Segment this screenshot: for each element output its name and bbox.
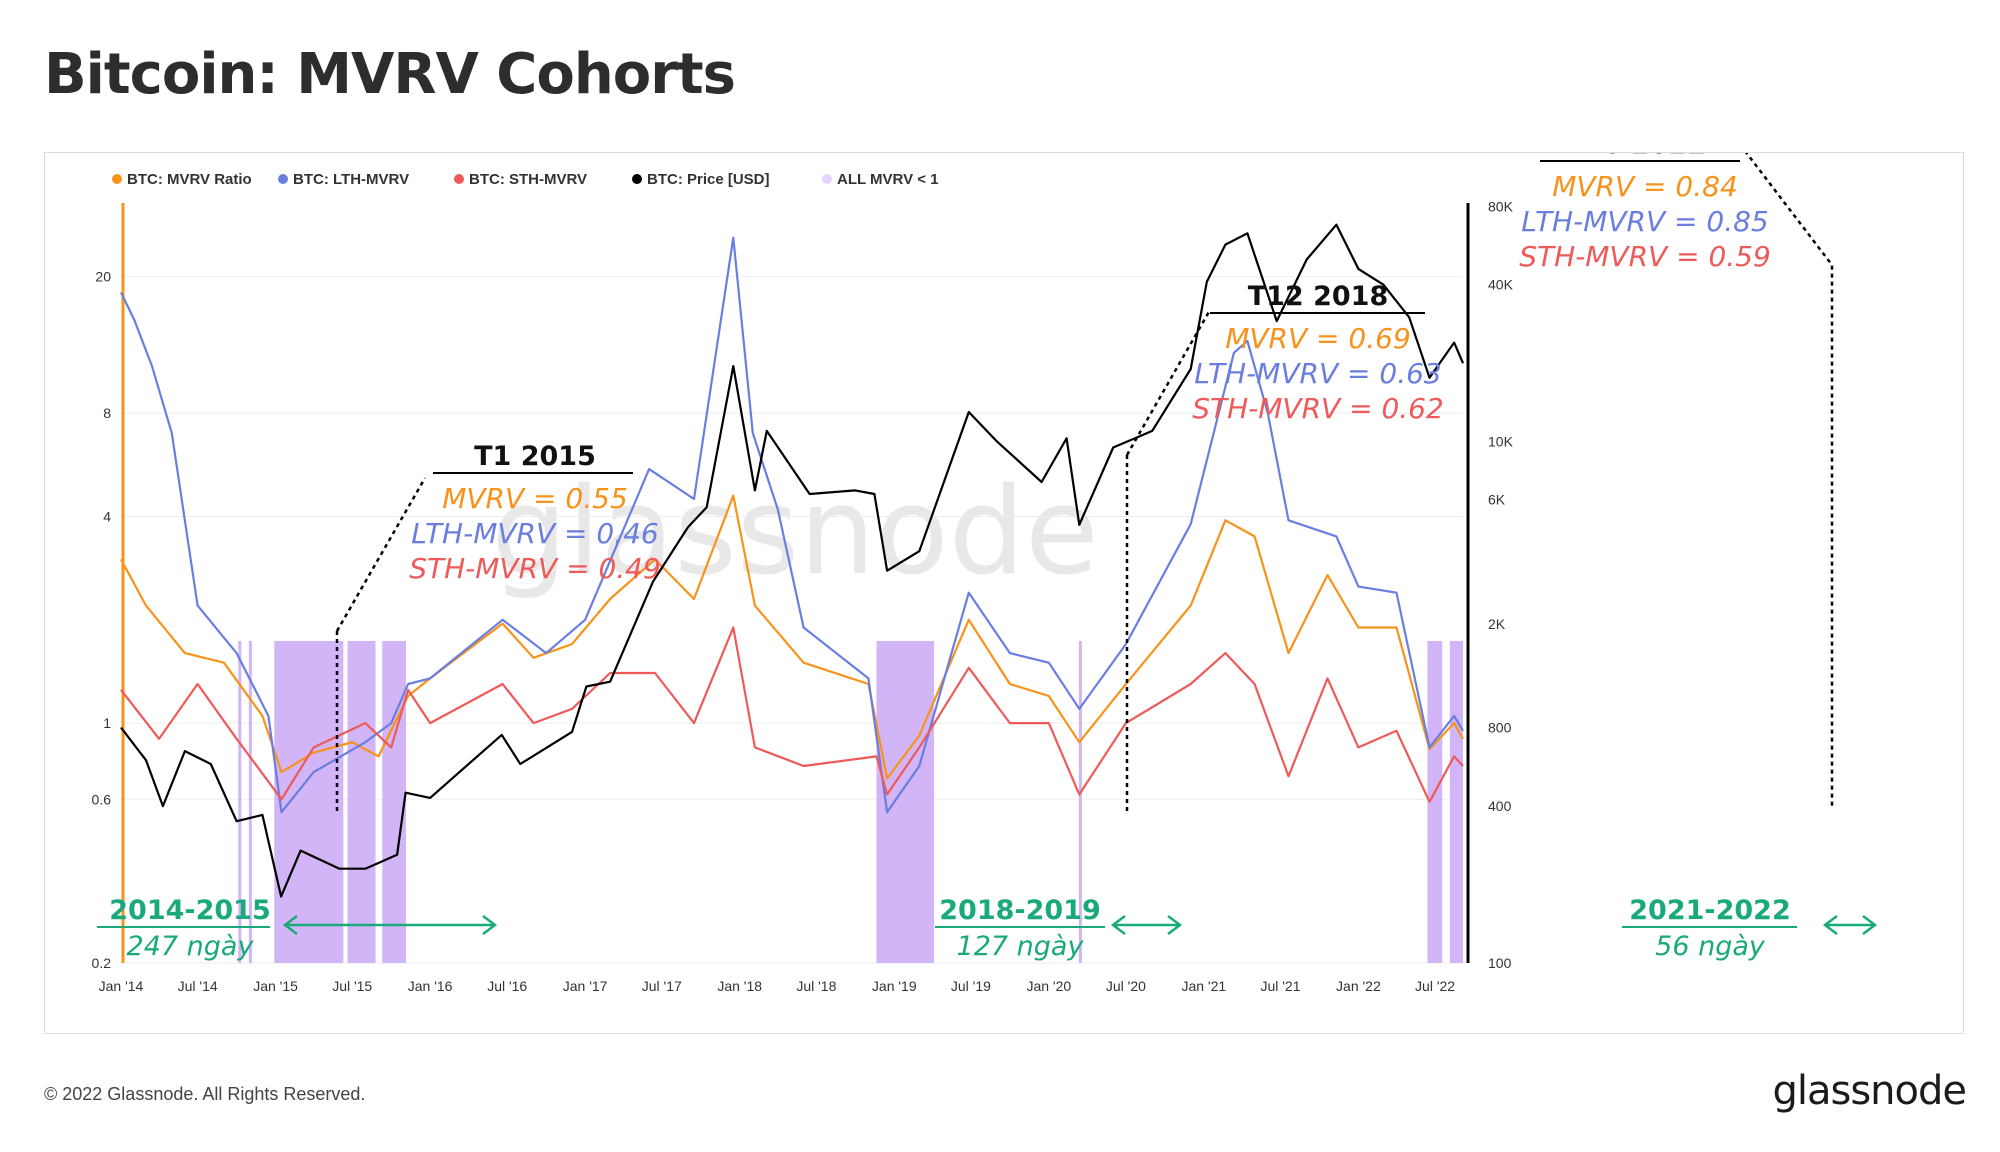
annotation-lth-mvrv: LTH-MVRV = 0.85: [1521, 205, 1769, 238]
x-tick-label: Jul '19: [951, 978, 991, 994]
x-tick-label: Jan '16: [408, 978, 453, 994]
x-tick-label: Jul '21: [1260, 978, 1300, 994]
period-label: 2018-2019: [939, 895, 1101, 926]
annotation-sth-mvrv: STH-MVRV = 0.62: [1192, 392, 1444, 425]
legend-marker: [454, 174, 464, 184]
x-tick-label: Jul '15: [332, 978, 372, 994]
glassnode-logo: glassnode: [1772, 1068, 1967, 1114]
period-days: 56 ngày: [1655, 931, 1766, 962]
period-label: 2014-2015: [109, 895, 271, 926]
annotation-sth-mvrv: STH-MVRV = 0.49: [409, 552, 661, 585]
page-title: Bitcoin: MVRV Cohorts: [44, 42, 736, 107]
x-tick-label: Jan '14: [99, 978, 144, 994]
sth-mvrv-line: [120, 626, 1464, 803]
period-label: 2021-2022: [1629, 895, 1791, 926]
price-line: [120, 223, 1465, 898]
y-left-tick-label: 20: [95, 269, 111, 285]
annotation-lth-mvrv: LTH-MVRV = 0.63: [1194, 357, 1442, 390]
x-tick-label: Jul '22: [1415, 978, 1455, 994]
y-right-tick-label: 10K: [1488, 434, 1514, 450]
period-arrow-head-right: [1862, 915, 1878, 935]
y-right-tick-label: 80K: [1488, 198, 1514, 214]
x-tick-label: Jan '21: [1181, 978, 1226, 994]
period-arrow-head-right: [1167, 915, 1183, 935]
legend-label: BTC: MVRV Ratio: [127, 171, 252, 188]
x-tick-label: Jul '17: [642, 978, 682, 994]
x-tick-label: Jan '19: [872, 978, 917, 994]
period-arrow-head-left: [282, 915, 298, 935]
lth-mvrv-line: [120, 236, 1464, 814]
legend-label: BTC: STH-MVRV: [469, 171, 587, 188]
annotation-title: T6 2022: [1584, 153, 1706, 160]
legend-label: ALL MVRV < 1: [837, 171, 939, 188]
x-tick-label: Jan '22: [1336, 978, 1381, 994]
x-tick-label: Jul '16: [487, 978, 527, 994]
x-tick-label: Jan '18: [717, 978, 762, 994]
mvrv-ratio-line: [120, 494, 1464, 780]
y-right-tick-label: 400: [1488, 798, 1512, 814]
y-right-tick-label: 2K: [1488, 616, 1506, 632]
mvrv-below-1-region: [1078, 641, 1082, 963]
x-tick-label: Jul '20: [1106, 978, 1146, 994]
annotation-lth-mvrv: LTH-MVRV = 0.46: [411, 517, 659, 550]
mvrv-chart: glassnode 0.2 0.6 1 4 8 20 100 400 800 2K 6K 10K 40K 8…: [92, 153, 1878, 994]
y-left-tick-label: 0.6: [92, 791, 112, 807]
mvrv-below-1-region: [347, 641, 376, 963]
y-right-tick-label: 6K: [1488, 491, 1506, 507]
period-days: 127 ngày: [957, 931, 1085, 962]
y-left-tick-label: 1: [103, 715, 111, 731]
mvrv-below-1-region: [274, 641, 344, 963]
annotation-title: T12 2018: [1248, 281, 1389, 312]
x-tick-label: Jan '15: [253, 978, 298, 994]
x-tick-label: Jan '17: [563, 978, 608, 994]
x-tick-label: Jan '20: [1026, 978, 1071, 994]
legend-marker: [822, 174, 832, 184]
legend-marker: [278, 174, 288, 184]
mvrv-below-1-region: [1449, 641, 1463, 963]
mvrv-below-1-region: [1427, 641, 1443, 963]
mvrv-below-1-region: [382, 641, 407, 963]
period-days: 247 ngày: [127, 931, 255, 962]
x-tick-label: Jul '18: [796, 978, 836, 994]
copyright-notice: © 2022 Glassnode. All Rights Reserved.: [44, 1084, 366, 1104]
y-right-tick-label: 100: [1488, 955, 1512, 971]
legend-label: BTC: LTH-MVRV: [293, 171, 409, 188]
legend-marker: [112, 174, 122, 184]
period-arrow-head-left: [1110, 915, 1126, 935]
annotation-leader-line: [335, 477, 427, 632]
mvrv-below-1-region: [248, 641, 252, 963]
annotation-title: T1 2015: [474, 441, 596, 472]
watermark-text: glassnode: [491, 463, 1099, 602]
mvrv-below-1-region: [238, 641, 242, 963]
y-left-tick-label: 8: [103, 405, 111, 421]
annotation-sth-mvrv: STH-MVRV = 0.59: [1519, 240, 1771, 273]
period-arrow-head-right: [482, 915, 498, 935]
annotation-leader-line: [1744, 153, 1834, 808]
legend-marker: [632, 174, 642, 184]
annotation-mvrv: MVRV = 0.55: [442, 482, 628, 515]
annotation-leader-line: [1125, 309, 1212, 456]
y-right-tick-label: 40K: [1488, 277, 1514, 293]
chart-panel: glassnode 0.2 0.6 1 4 8 20 100 400 800 2K 6K 10K 40K 8…: [44, 152, 1964, 1034]
legend-label: BTC: Price [USD]: [647, 171, 770, 188]
annotation-mvrv: MVRV = 0.69: [1225, 322, 1411, 355]
y-right-tick-label: 800: [1488, 720, 1512, 736]
period-arrow-head-left: [1822, 915, 1838, 935]
y-left-tick-label: 4: [103, 509, 111, 525]
annotation-mvrv: MVRV = 0.84: [1552, 170, 1738, 203]
y-left-tick-label: 0.2: [92, 955, 112, 971]
x-tick-label: Jul '14: [178, 978, 218, 994]
